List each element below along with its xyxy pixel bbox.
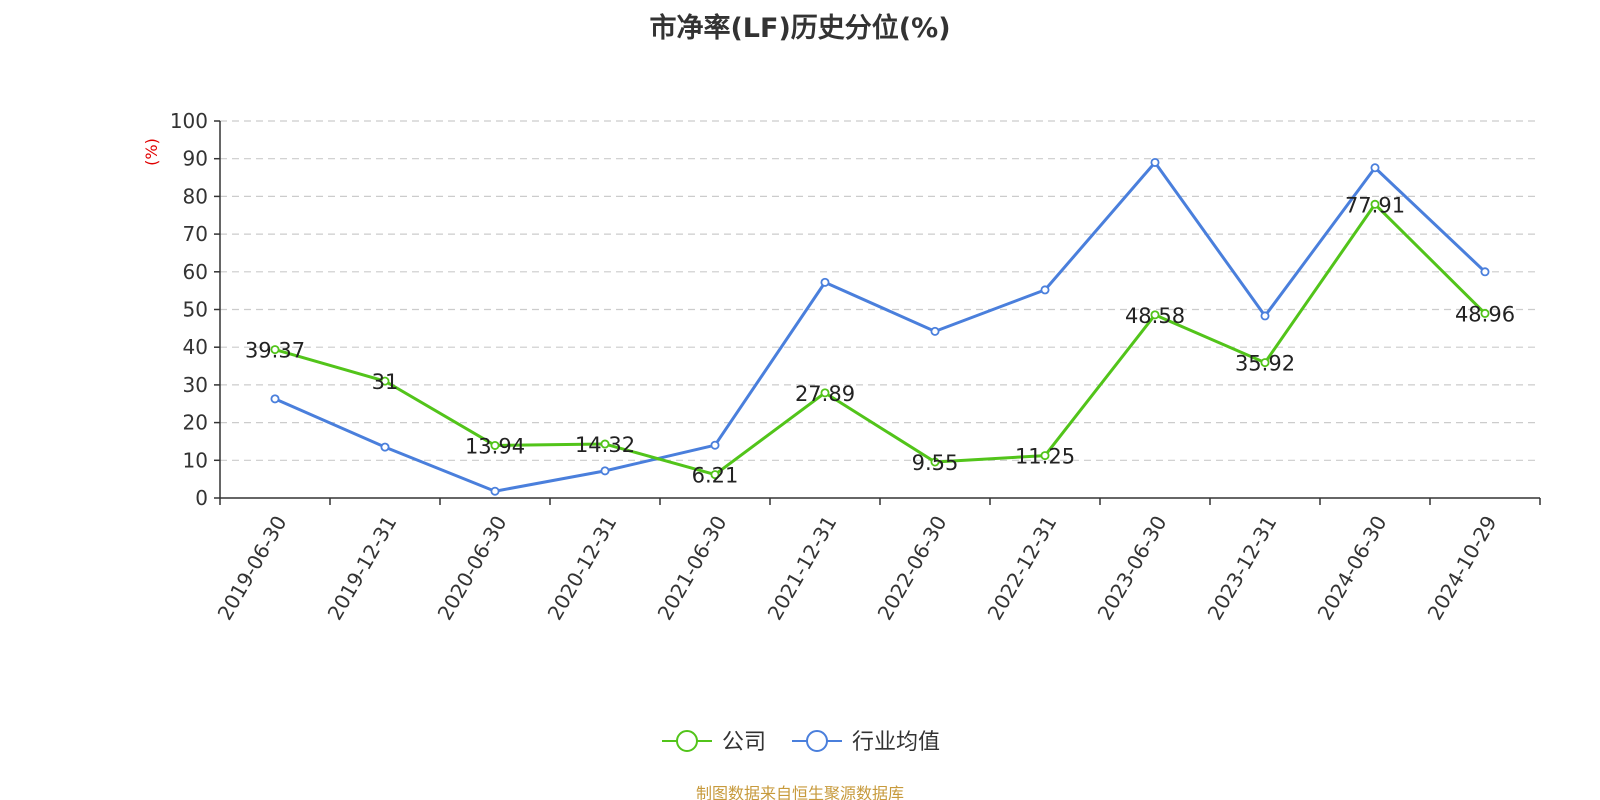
y-tick-label: 20 [183, 411, 208, 435]
y-tick-label: 80 [183, 184, 208, 208]
series-line [274, 160, 1487, 493]
data-point [820, 277, 830, 287]
legend[interactable]: 公司 行业均值 [662, 730, 940, 755]
x-tick-label: 2022-06-30 [873, 512, 952, 625]
data-point [1150, 157, 1160, 167]
y-tick-label: 40 [183, 335, 208, 359]
data-label: 48.96 [1455, 302, 1515, 326]
x-tick-label: 2020-12-31 [543, 512, 622, 625]
data-label: 39.37 [245, 339, 305, 363]
y-tick-label: 70 [183, 222, 208, 246]
data-label: 35.92 [1235, 352, 1295, 376]
y-tick-label: 0 [195, 486, 208, 510]
data-point [1150, 310, 1160, 320]
data-point [270, 345, 280, 355]
data-point [1480, 267, 1490, 277]
data-label: 77.91 [1345, 193, 1405, 217]
data-point [490, 440, 500, 450]
data-point [490, 486, 500, 496]
y-tick-label: 90 [183, 147, 208, 171]
data-label: 9.55 [912, 451, 959, 475]
data-label: 6.21 [692, 464, 739, 488]
legend-label: 公司 [722, 730, 766, 755]
y-tick-label: 100 [170, 109, 208, 133]
data-point [930, 457, 940, 467]
axes: 0 10 20 30 40 50 60 70 80 90 100 2019-06-30 2019-12-… [170, 109, 1541, 625]
data-label: 31 [372, 370, 399, 394]
data-point [1260, 311, 1270, 321]
chart-title: 市净率(LF)历史分位(%) [649, 13, 951, 44]
data-source-note: 制图数据来自恒生聚源数据库 [695, 784, 904, 800]
y-axis-label: (%) [142, 138, 161, 166]
data-point [930, 326, 940, 336]
x-tick-label: 2020-06-30 [433, 512, 512, 625]
y-tick-label: 30 [183, 373, 208, 397]
data-point [710, 470, 720, 480]
x-tick-label: 2019-12-31 [323, 512, 402, 625]
data-point [1040, 451, 1050, 461]
series-lines [270, 157, 1490, 496]
x-tick-label: 2024-10-29 [1423, 512, 1502, 625]
data-point [380, 376, 390, 386]
x-tick-label: 2021-06-30 [653, 512, 732, 625]
legend-marker [676, 730, 698, 752]
data-point [270, 394, 280, 404]
data-label: 11.25 [1015, 445, 1075, 469]
y-tick-label: 10 [183, 448, 208, 472]
x-tick-label: 2019-06-30 [213, 512, 292, 625]
legend-label: 行业均值 [852, 730, 940, 755]
x-tick-label: 2021-12-31 [763, 512, 842, 625]
data-point [820, 388, 830, 398]
data-label: 14.32 [575, 433, 635, 457]
data-point [1040, 285, 1050, 295]
y-tick-label: 60 [183, 260, 208, 284]
data-point [1370, 163, 1380, 173]
data-point [1480, 308, 1490, 318]
series-line [274, 202, 1487, 477]
x-tick-label: 2024-06-30 [1313, 512, 1392, 625]
data-point [600, 439, 610, 449]
data-point [1370, 199, 1380, 209]
legend-marker [806, 730, 828, 752]
data-label: 13.94 [465, 434, 525, 458]
legend-item[interactable]: 公司 [662, 730, 766, 755]
data-labels: 39.37 31 13.94 14.32 6.21 27.89 9.55 11.25 48.58… [245, 193, 1515, 487]
data-label: 27.89 [795, 382, 855, 406]
x-tick-label: 2023-06-30 [1093, 512, 1172, 625]
data-label: 48.58 [1125, 304, 1185, 328]
y-tick-label: 50 [183, 298, 208, 322]
data-point [380, 442, 390, 452]
data-point [1260, 358, 1270, 368]
data-point [710, 440, 720, 450]
x-tick-label: 2022-12-31 [983, 512, 1062, 625]
x-tick-label: 2023-12-31 [1203, 512, 1282, 625]
grid-lines [220, 120, 1540, 461]
data-point [600, 466, 610, 476]
legend-item[interactable]: 行业均值 [792, 730, 940, 755]
